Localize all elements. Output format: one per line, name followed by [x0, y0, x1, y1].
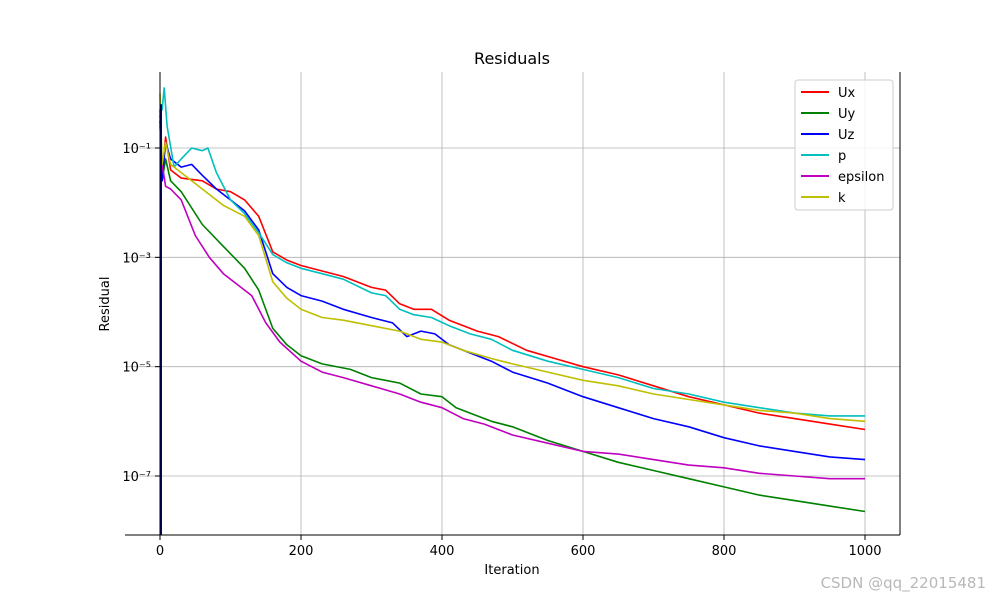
series-line-k	[159, 93, 866, 423]
legend: Ux Uy Uz p epsilon k	[794, 79, 894, 211]
y-tick-label: 10⁻³	[122, 251, 151, 266]
y-tick-label: 10⁻¹	[122, 142, 151, 157]
series-lines	[159, 87, 866, 535]
x-tick-label: 600	[571, 544, 596, 559]
watermark-text: CSDN @qq_22015481	[820, 574, 986, 592]
legend-label-Uy: Uy	[838, 107, 856, 122]
series-line-Uy	[159, 115, 866, 513]
legend-label-p: p	[838, 149, 846, 164]
y-tick-label: 10⁻⁵	[122, 361, 151, 376]
legend-label-k: k	[838, 191, 846, 206]
x-tick-label: 200	[289, 544, 314, 559]
legend-label-Uz: Uz	[838, 128, 855, 143]
y-axis-ticks: 10⁻¹ 10⁻³ 10⁻⁵ 10⁻⁷	[122, 142, 160, 485]
legend-label-Ux: Ux	[838, 86, 856, 101]
y-tick-label: 10⁻⁷	[122, 470, 151, 485]
series-line-epsilon	[159, 126, 865, 480]
legend-label-epsilon: epsilon	[838, 170, 884, 185]
series-line-Uz	[159, 120, 866, 461]
series-line-p	[159, 87, 865, 417]
axes	[125, 72, 901, 536]
y-axis-label: Residual	[98, 277, 113, 332]
x-tick-label: 800	[712, 544, 737, 559]
x-tick-label: 400	[430, 544, 455, 559]
series-line-Ux	[159, 109, 866, 431]
x-tick-label: 0	[156, 544, 164, 559]
grid-lines	[125, 72, 900, 535]
x-axis-label: Iteration	[484, 563, 539, 578]
chart-title: Residuals	[474, 49, 550, 68]
x-tick-label: 1000	[848, 544, 881, 559]
x-axis-ticks: 0 200 400 600 800 1000	[156, 535, 882, 559]
